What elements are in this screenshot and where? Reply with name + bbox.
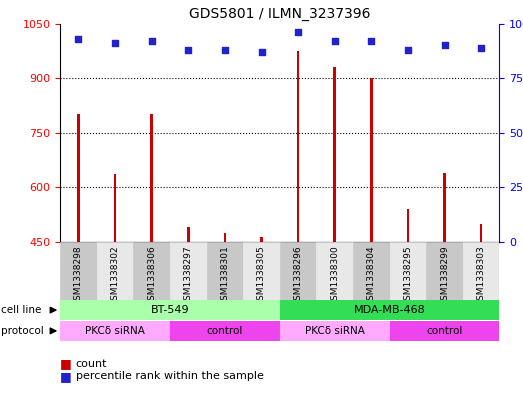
Bar (60, 242, 97, 301)
Text: BT-549: BT-549 (151, 305, 189, 315)
Point (221, 47, 229, 53)
Text: GSM1338295: GSM1338295 (403, 245, 413, 306)
Text: control: control (207, 326, 243, 336)
Text: protocol: protocol (1, 326, 44, 336)
Point (367, 38, 376, 44)
Bar (407, 209, 409, 242)
Bar (170, 321, 280, 341)
Bar (260, 237, 263, 242)
Text: GSM1338299: GSM1338299 (440, 245, 449, 306)
Text: GSM1338303: GSM1338303 (476, 245, 486, 306)
Bar (334, 67, 336, 242)
Text: ■: ■ (60, 370, 72, 383)
Bar (463, 242, 499, 301)
Point (331, 38, 339, 44)
Point (147, 38, 156, 44)
Bar (151, 114, 153, 242)
Text: cell line: cell line (1, 305, 41, 315)
Text: PKCδ siRNA: PKCδ siRNA (305, 326, 365, 336)
Text: GSM1338296: GSM1338296 (293, 245, 303, 306)
Bar (133, 242, 170, 301)
Bar (316, 242, 353, 301)
Title: GDS5801 / ILMN_3237396: GDS5801 / ILMN_3237396 (189, 7, 371, 21)
Bar (480, 224, 482, 242)
Text: GSM1338306: GSM1338306 (147, 245, 156, 306)
Point (477, 44, 485, 51)
Bar (390, 242, 426, 301)
Text: GSM1338297: GSM1338297 (184, 245, 193, 306)
Text: ■: ■ (60, 357, 72, 370)
Bar (280, 300, 499, 320)
Bar (370, 78, 372, 242)
Point (257, 49, 266, 55)
Text: GSM1338301: GSM1338301 (220, 245, 230, 306)
Bar (224, 233, 226, 242)
Point (404, 47, 412, 53)
Text: GSM1338305: GSM1338305 (257, 245, 266, 306)
Bar (97, 242, 133, 301)
Bar (390, 321, 499, 341)
Text: GSM1338300: GSM1338300 (330, 245, 339, 306)
Bar (60, 321, 170, 341)
Bar (77, 114, 79, 242)
Bar (207, 242, 243, 301)
Bar (353, 242, 390, 301)
Point (184, 47, 192, 53)
Bar (280, 321, 390, 341)
Text: control: control (426, 326, 463, 336)
Bar (187, 227, 189, 242)
Text: GSM1338302: GSM1338302 (110, 245, 120, 306)
Bar (297, 51, 299, 242)
Bar (426, 242, 463, 301)
Bar (280, 242, 316, 301)
Text: count: count (76, 358, 107, 369)
Bar (243, 242, 280, 301)
Point (74, 36, 83, 42)
Point (294, 29, 302, 35)
Text: MDA-MB-468: MDA-MB-468 (354, 305, 426, 315)
Bar (170, 242, 207, 301)
Bar (114, 174, 116, 242)
Text: PKCδ siRNA: PKCδ siRNA (85, 326, 145, 336)
Text: percentile rank within the sample: percentile rank within the sample (76, 371, 264, 382)
Bar (60, 300, 280, 320)
Text: GSM1338298: GSM1338298 (74, 245, 83, 306)
Bar (444, 173, 446, 242)
Point (111, 40, 119, 46)
Point (440, 42, 449, 48)
Text: GSM1338304: GSM1338304 (367, 245, 376, 306)
